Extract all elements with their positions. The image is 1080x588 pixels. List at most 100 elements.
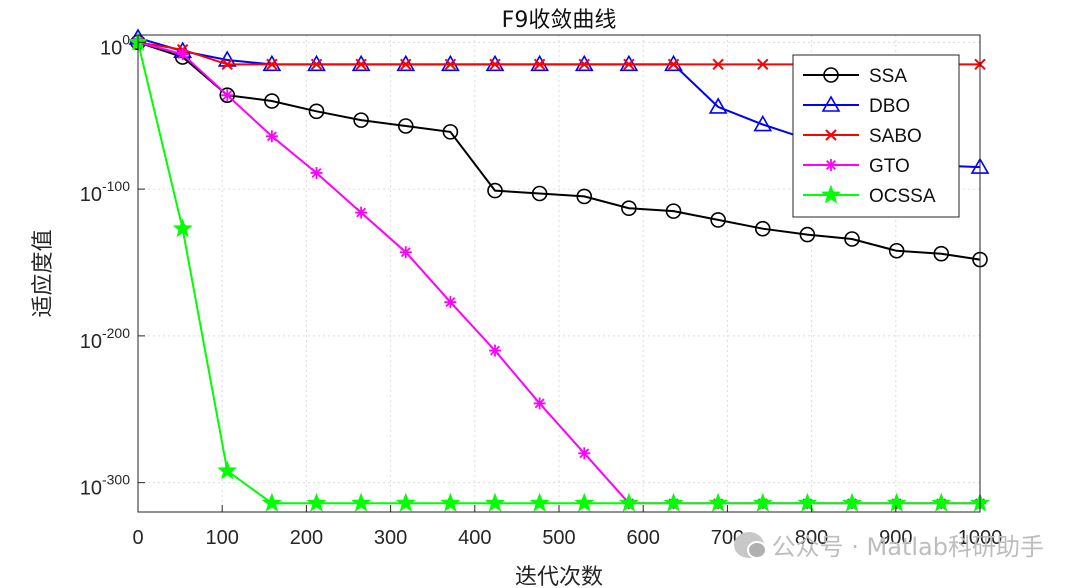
legend-label-ocssa: OCSSA bbox=[869, 186, 936, 207]
data-point-ssa bbox=[397, 118, 414, 134]
data-point-ocssa bbox=[752, 492, 773, 512]
data-point-sabo bbox=[667, 58, 680, 71]
chart-title: F9收敛曲线 bbox=[502, 8, 617, 33]
data-point-ocssa bbox=[440, 492, 461, 512]
legend-marker-dbo bbox=[821, 95, 841, 112]
data-point-sabo bbox=[221, 58, 233, 71]
data-point-ocssa bbox=[574, 492, 595, 512]
legend-label-dbo: DBO bbox=[869, 96, 910, 117]
series-line-ocssa bbox=[137, 42, 980, 505]
data-point-ocssa bbox=[886, 492, 907, 512]
data-point-sabo bbox=[400, 58, 412, 71]
watermark-text: 公众号 · Matlab科研助手 bbox=[771, 533, 1044, 561]
data-point-sabo bbox=[444, 58, 457, 71]
data-point-gto bbox=[355, 206, 368, 219]
y-tick-label: 10-300 bbox=[80, 472, 130, 500]
series-layer bbox=[128, 28, 990, 512]
x-tick-label: 100 bbox=[206, 527, 239, 549]
x-tick-label: 900 bbox=[879, 527, 912, 549]
x-tick-label: 200 bbox=[290, 527, 323, 549]
watermark: 公众号 · Matlab科研助手 bbox=[733, 527, 1044, 562]
data-point-dbo bbox=[664, 54, 683, 72]
data-point-sabo bbox=[533, 58, 546, 71]
data-point-ssa bbox=[308, 103, 325, 120]
data-point-ocssa bbox=[708, 492, 729, 512]
x-tick-label: 400 bbox=[458, 527, 491, 549]
data-point-ocssa bbox=[172, 218, 193, 238]
data-point-ssa bbox=[264, 93, 280, 109]
x-tick-label: 1000 bbox=[958, 527, 1003, 549]
data-point-sabo bbox=[489, 58, 501, 71]
data-point-ssa bbox=[710, 212, 726, 228]
data-point-dbo bbox=[530, 54, 550, 72]
legend-marker-ssa bbox=[823, 67, 839, 83]
data-point-ocssa bbox=[529, 492, 550, 512]
data-point-dbo bbox=[396, 54, 416, 72]
legend-item-ocssa: OCSSA bbox=[803, 184, 936, 207]
data-point-ssa bbox=[933, 245, 950, 262]
legend-item-gto: GTO bbox=[803, 156, 910, 177]
y-tick-label: 10-100 bbox=[80, 178, 130, 206]
data-point-gto bbox=[310, 166, 323, 179]
axis-ticks: 0 100 200 300 400 500 600 700 800 900 100010010-10… bbox=[80, 31, 1003, 549]
data-point-gto bbox=[265, 130, 278, 143]
legend: SSA DBO SABO GTO OCSSA bbox=[792, 54, 960, 218]
data-point-ocssa bbox=[797, 492, 818, 512]
x-tick-label: 600 bbox=[627, 527, 660, 549]
data-point-ocssa bbox=[663, 492, 684, 512]
series-ocssa bbox=[128, 31, 990, 512]
x-axis-title: 迭代次数 bbox=[515, 565, 603, 588]
data-point-ssa bbox=[799, 226, 816, 243]
data-point-ssa bbox=[665, 203, 682, 219]
data-point-dbo bbox=[485, 54, 505, 72]
data-point-ssa bbox=[531, 185, 548, 202]
data-point-gto bbox=[221, 89, 234, 102]
data-point-gto bbox=[578, 447, 591, 460]
legend-label-ssa: SSA bbox=[869, 66, 907, 87]
data-point-gto bbox=[533, 397, 546, 410]
data-point-sabo bbox=[355, 58, 367, 71]
wechat-icon bbox=[733, 531, 767, 559]
data-point-ocssa bbox=[306, 492, 327, 512]
data-point-ocssa bbox=[931, 492, 952, 512]
data-point-ssa bbox=[219, 87, 236, 103]
legend-box bbox=[792, 54, 960, 218]
data-point-dbo bbox=[351, 54, 371, 72]
legend-item-ssa: SSA bbox=[803, 66, 907, 87]
data-point-ssa bbox=[353, 112, 369, 128]
data-point-ocssa bbox=[261, 492, 282, 512]
data-point-ssa bbox=[576, 188, 593, 205]
data-point-sabo bbox=[757, 58, 769, 71]
data-point-ssa bbox=[844, 231, 860, 247]
data-point-dbo bbox=[708, 97, 728, 114]
data-point-gto bbox=[176, 48, 189, 61]
data-point-gto bbox=[399, 246, 412, 259]
data-point-dbo bbox=[307, 54, 326, 72]
y-tick-label: 100 bbox=[100, 31, 130, 59]
y-axis-title: 适应度值 bbox=[31, 229, 56, 317]
data-point-gto bbox=[489, 344, 502, 357]
data-point-ocssa bbox=[842, 492, 862, 512]
x-tick-label: 0 bbox=[132, 527, 143, 549]
data-point-ssa bbox=[754, 220, 771, 237]
data-point-sabo bbox=[623, 58, 635, 71]
data-point-dbo bbox=[574, 54, 594, 72]
data-point-ocssa bbox=[395, 492, 416, 512]
data-point-ocssa bbox=[351, 492, 372, 512]
data-point-sabo bbox=[712, 58, 724, 71]
legend-marker-sabo bbox=[825, 129, 837, 141]
data-point-dbo bbox=[441, 54, 460, 72]
data-point-sabo bbox=[266, 58, 278, 71]
data-point-ocssa bbox=[485, 492, 505, 512]
x-tick-label: 500 bbox=[542, 527, 575, 549]
data-point-ocssa bbox=[618, 492, 639, 512]
data-point-sabo bbox=[310, 58, 323, 71]
data-point-ssa bbox=[442, 124, 459, 140]
legend-marker-ocssa bbox=[821, 184, 841, 204]
legend-label-gto: GTO bbox=[869, 156, 910, 177]
data-point-gto bbox=[444, 296, 457, 309]
data-point-dbo bbox=[619, 54, 639, 72]
data-point-ssa bbox=[888, 242, 905, 259]
data-point-dbo bbox=[262, 54, 282, 72]
